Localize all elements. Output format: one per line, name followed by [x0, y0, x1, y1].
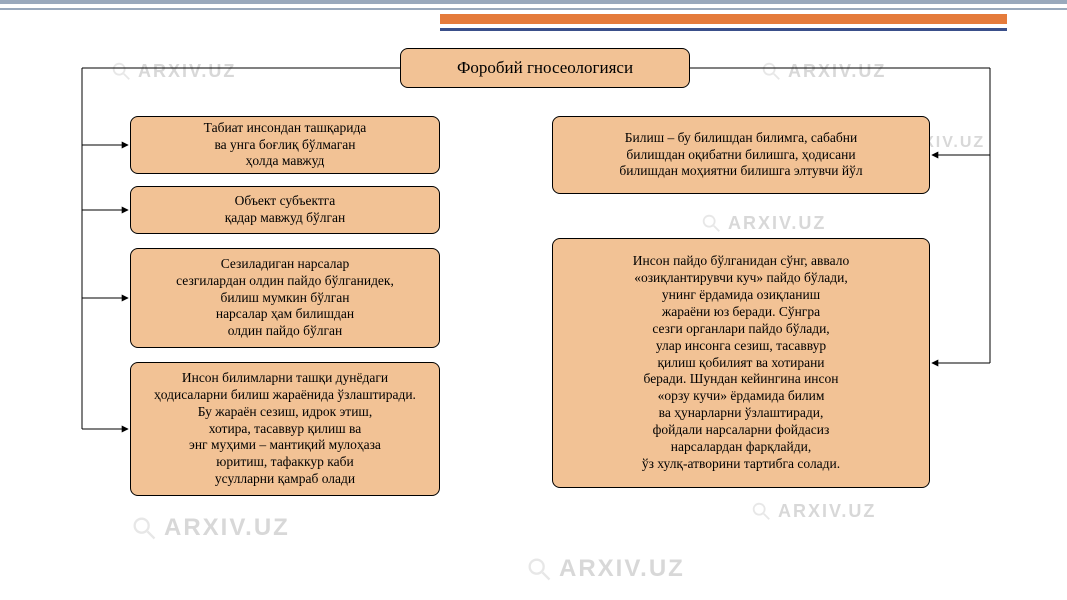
box-right-1: Билиш – бу билишдан билимга, сабабнибили…	[552, 116, 930, 194]
title-text: Форобий гносеологияси	[457, 57, 633, 78]
box-right-2-text: Инсон пайдо бўлганидан сўнг, аввало«озиқ…	[633, 253, 849, 472]
magnifier-icon	[750, 500, 772, 522]
watermark: ARXIV.UZ	[760, 60, 886, 82]
watermark: ARXIV.UZ	[130, 514, 290, 542]
box-left-1: Табиат инсондан ташқаридава унга боғлиқ …	[130, 116, 440, 174]
box-right-2: Инсон пайдо бўлганидан сўнг, аввало«озиқ…	[552, 238, 930, 488]
header-rule-grey-thick	[0, 0, 1067, 4]
magnifier-icon	[130, 514, 158, 542]
watermark: ARXIV.UZ	[700, 212, 826, 234]
box-left-3: Сезиладиган нарсаларсезгилардан олдин па…	[130, 248, 440, 348]
magnifier-icon	[525, 555, 553, 583]
box-left-3-text: Сезиладиган нарсаларсезгилардан олдин па…	[176, 256, 394, 340]
magnifier-icon	[110, 60, 132, 82]
watermark: ARXIV.UZ	[750, 500, 876, 522]
magnifier-icon	[760, 60, 782, 82]
header-rule-blue	[440, 28, 1007, 31]
header-rule-orange	[440, 14, 1007, 24]
header-rule-grey-thin	[0, 8, 1067, 10]
box-left-1-text: Табиат инсондан ташқаридава унга боғлиқ …	[204, 120, 367, 171]
watermark: ARXIV.UZ	[110, 60, 236, 82]
box-left-4: Инсон билимларни ташқи дунёдагиҳодисалар…	[130, 362, 440, 496]
title-box: Форобий гносеологияси	[400, 48, 690, 88]
watermark: ARXIV.UZ	[525, 555, 685, 583]
box-right-1-text: Билиш – бу билишдан билимга, сабабнибили…	[619, 130, 862, 181]
box-left-2-text: Объект субъектгақадар мавжуд бўлган	[225, 193, 346, 227]
magnifier-icon	[700, 212, 722, 234]
box-left-2: Объект субъектгақадар мавжуд бўлган	[130, 186, 440, 234]
box-left-4-text: Инсон билимларни ташқи дунёдагиҳодисалар…	[154, 370, 416, 488]
